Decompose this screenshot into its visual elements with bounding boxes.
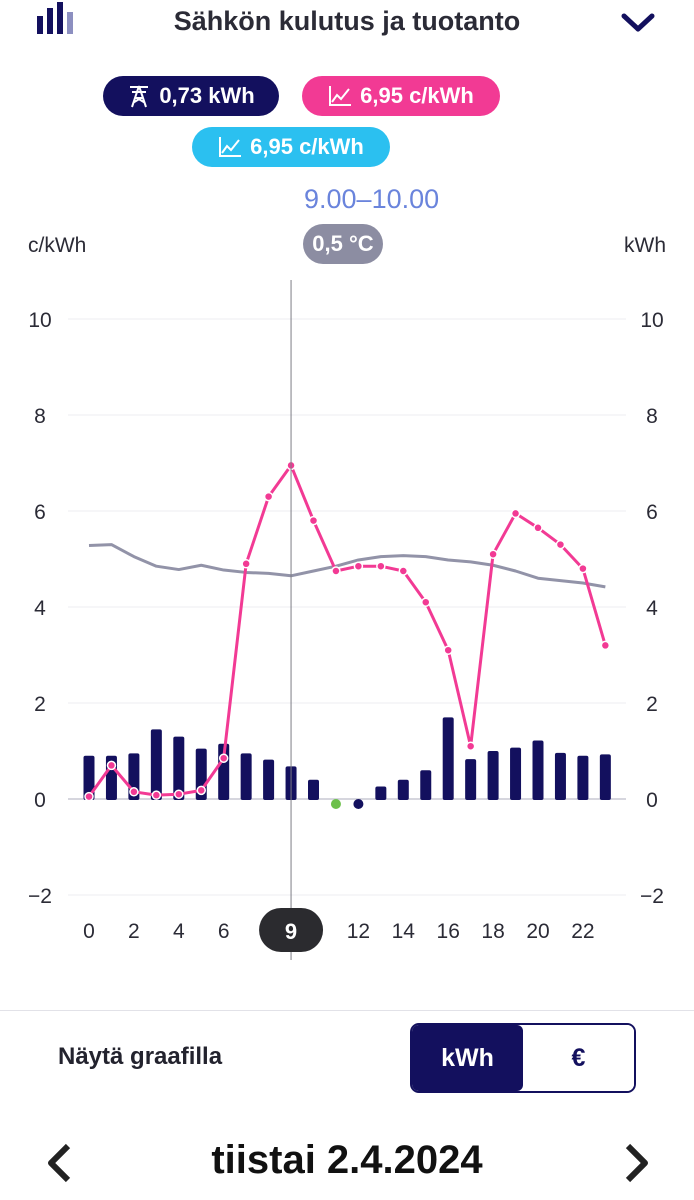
x-tick-label: 22 bbox=[571, 920, 594, 943]
price-point bbox=[398, 566, 409, 576]
consumption-price-chart[interactable]: −2 −20 02 24 46 68 810 100 2 4 6 12 14 16 18 20 229 bbox=[0, 280, 694, 970]
price-point bbox=[353, 561, 364, 571]
euro-toggle-button[interactable]: € bbox=[523, 1025, 634, 1091]
unit-toggle: kWh € bbox=[410, 1023, 636, 1093]
y-tick-label-right: 10 bbox=[640, 309, 663, 332]
production-bar bbox=[353, 799, 364, 809]
price-point bbox=[331, 566, 341, 576]
show-on-chart-label: Näytä graafilla bbox=[58, 1043, 223, 1070]
selected-date: tiistai 2.4.2024 bbox=[211, 1138, 483, 1182]
x-tick-label: 0 bbox=[83, 920, 95, 943]
consumption-bar bbox=[510, 747, 522, 800]
right-axis-unit: kWh bbox=[624, 234, 666, 257]
consumption-bar bbox=[150, 729, 162, 800]
price-point bbox=[151, 790, 162, 800]
y-tick-label-left: 4 bbox=[34, 597, 46, 620]
x-tick-label: 2 bbox=[128, 920, 140, 943]
price-pill-primary: 6,95 c/kWh bbox=[302, 76, 500, 116]
y-tick-label-right: 8 bbox=[646, 405, 658, 428]
price-point bbox=[263, 491, 274, 502]
price-point bbox=[510, 508, 521, 519]
price-point bbox=[174, 789, 184, 799]
y-tick-label-left: 8 bbox=[34, 405, 46, 428]
temperature-badge: 0,5 °C bbox=[303, 224, 383, 264]
date-navigation: tiistai 2.4.2024 bbox=[0, 1130, 694, 1196]
consumption-bar bbox=[599, 754, 611, 800]
consumption-bar bbox=[173, 736, 185, 800]
chevron-down-icon[interactable] bbox=[620, 8, 656, 36]
selected-hour-badge bbox=[259, 908, 324, 952]
production-bar bbox=[330, 799, 341, 809]
consumption-bar bbox=[420, 770, 432, 800]
price-value-secondary: 6,95 c/kWh bbox=[250, 134, 364, 159]
price-line bbox=[87, 463, 607, 798]
consumption-bar bbox=[532, 740, 544, 800]
y-tick-label-right: −2 bbox=[640, 885, 664, 908]
x-tick-label: 12 bbox=[347, 920, 370, 943]
price-point bbox=[578, 563, 588, 574]
kwh-toggle-button[interactable]: kWh bbox=[412, 1025, 523, 1091]
y-tick-label-right: 4 bbox=[646, 597, 658, 620]
x-tick-label: 14 bbox=[392, 920, 416, 943]
y-tick-label-left: −2 bbox=[28, 885, 52, 908]
chevron-right-icon[interactable] bbox=[622, 1142, 652, 1184]
price-point bbox=[106, 760, 117, 771]
left-axis-unit: c/kWh bbox=[28, 234, 87, 257]
header: Sähkön kulutus ja tuotanto bbox=[0, 0, 694, 44]
x-tick-label: 16 bbox=[437, 920, 460, 943]
line-chart-icon bbox=[329, 86, 352, 106]
consumption-bar bbox=[308, 779, 319, 800]
consumption-bar bbox=[375, 786, 387, 800]
consumption-bar bbox=[442, 717, 454, 800]
price-point bbox=[196, 785, 206, 796]
price-point bbox=[84, 791, 94, 802]
y-tick-label-left: 6 bbox=[34, 501, 46, 524]
y-tick-label-left: 10 bbox=[28, 309, 51, 332]
x-tick-label: 6 bbox=[218, 920, 230, 943]
consumption-bar bbox=[577, 755, 589, 800]
price-point bbox=[218, 753, 229, 763]
consumption-bar bbox=[240, 753, 252, 800]
divider bbox=[0, 1010, 694, 1011]
y-tick-label-left: 2 bbox=[34, 693, 46, 716]
y-tick-label-right: 6 bbox=[646, 501, 658, 524]
price-point bbox=[129, 787, 139, 797]
consumption-bar bbox=[263, 759, 275, 800]
price-point bbox=[443, 645, 453, 655]
y-tick-label-right: 0 bbox=[646, 789, 658, 812]
chevron-left-icon[interactable] bbox=[44, 1142, 74, 1184]
price-point bbox=[488, 549, 498, 559]
bar-chart-icon[interactable] bbox=[36, 2, 76, 34]
consumption-bar bbox=[487, 751, 499, 800]
selected-time-range: 9.00–10.00 bbox=[304, 184, 440, 214]
x-tick-label: 20 bbox=[526, 920, 549, 943]
price-point bbox=[555, 539, 566, 550]
consumption-bar bbox=[83, 755, 95, 800]
y-tick-label-left: 0 bbox=[34, 789, 46, 812]
reference-line bbox=[88, 543, 606, 589]
price-point bbox=[308, 515, 319, 526]
x-tick-label: 4 bbox=[173, 920, 185, 943]
price-point bbox=[421, 597, 431, 607]
price-pill-secondary: 6,95 c/kWh bbox=[192, 127, 390, 167]
consumption-bar bbox=[465, 759, 477, 800]
price-point bbox=[600, 640, 611, 651]
y-tick-label-right: 2 bbox=[646, 693, 658, 716]
price-point bbox=[533, 523, 543, 533]
consumption-bar bbox=[554, 752, 566, 800]
consumption-value: 0,73 kWh bbox=[159, 83, 255, 108]
price-value-primary: 6,95 c/kWh bbox=[360, 83, 474, 108]
x-tick-label: 18 bbox=[481, 920, 504, 943]
power-pylon-icon bbox=[130, 85, 149, 108]
line-chart-icon bbox=[219, 137, 242, 157]
consumption-bar bbox=[397, 779, 409, 800]
consumption-pill: 0,73 kWh bbox=[103, 76, 279, 116]
price-point bbox=[241, 559, 251, 569]
price-point bbox=[465, 741, 476, 751]
price-point bbox=[376, 561, 386, 571]
selected-hour-label: 9 bbox=[285, 919, 297, 944]
page-title: Sähkön kulutus ja tuotanto bbox=[173, 6, 521, 36]
